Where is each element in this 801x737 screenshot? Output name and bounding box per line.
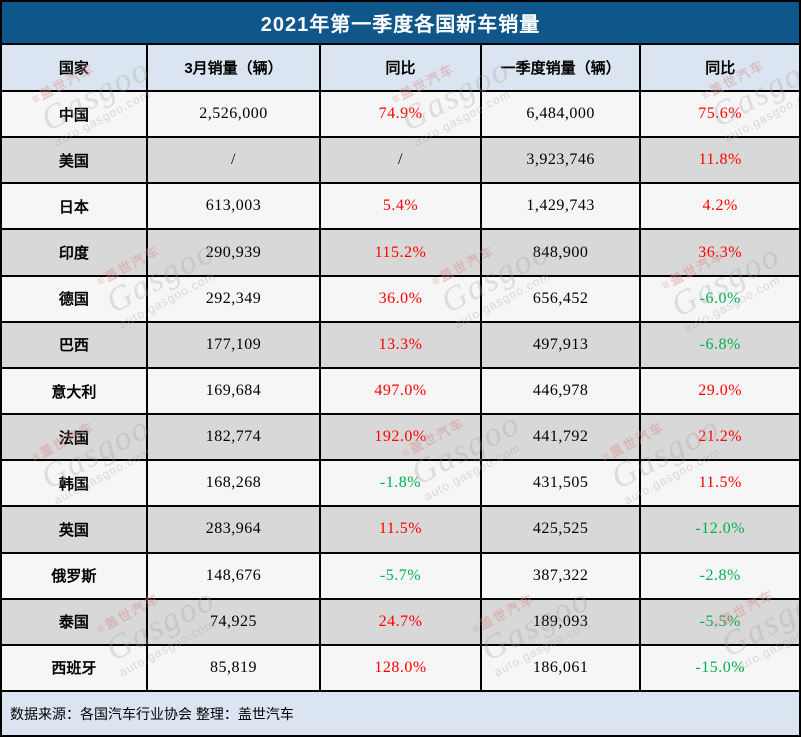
cell-march-yoy: 11.5% — [321, 507, 482, 552]
cell-march-yoy: 115.2% — [321, 230, 482, 275]
cell-march-sales: 168,268 — [148, 461, 322, 506]
cell-march-yoy: 497.0% — [321, 368, 482, 414]
cell-country: 美国 — [2, 138, 148, 183]
cell-q1-yoy: -6.0% — [699, 289, 741, 307]
cell-q1-sales: 186,061 — [482, 645, 642, 691]
cell-march-sales: 290,939 — [148, 230, 322, 275]
cell-q1-sales: 441,792 — [482, 415, 642, 460]
cell-country: 巴西 — [2, 322, 148, 367]
cell-q1-yoy: -2.8% — [699, 566, 741, 584]
cell-country: 俄罗斯 — [2, 553, 148, 598]
cell-country: 印度 — [2, 230, 148, 275]
cell-q1-yoy: 29.0% — [698, 382, 743, 400]
cell-q1-sales: 3,923,746 — [482, 138, 642, 183]
table-row: 韩国 168,268 -1.8% 431,505 11.5% — [2, 461, 799, 508]
cell-q1-yoy: 21.2% — [698, 428, 743, 446]
cell-q1-yoy: 75.6% — [698, 105, 743, 123]
cell-q1-yoy: 36.3% — [698, 243, 743, 261]
cell-q1-sales: 848,900 — [482, 230, 642, 275]
table-row: 巴西 177,109 13.3% 497,913 -6.8% — [2, 322, 799, 369]
source-note-text: 数据来源：各国汽车行业协会 整理：盖世汽车 — [10, 705, 294, 722]
cell-march-sales: 169,684 — [148, 368, 322, 414]
cell-q1-yoy: -12.0% — [695, 520, 746, 538]
table-row: 德国 292,349 36.0% 656,452 -6.0% — [2, 276, 799, 323]
cell-march-yoy: 13.3% — [321, 322, 482, 367]
table-row: 美国 / / 3,923,746 11.8% — [2, 138, 799, 185]
cell-country: 日本 — [2, 184, 148, 229]
cell-country: 西班牙 — [2, 645, 148, 691]
cell-q1-yoy: 11.8% — [698, 151, 742, 169]
cell-country: 中国 — [2, 92, 148, 137]
cell-march-yoy: -5.7% — [321, 553, 482, 598]
header-march-sales: 3月销量（辆） — [148, 45, 322, 90]
header-q1-sales: 一季度销量（辆） — [482, 45, 642, 90]
cell-q1-sales: 497,913 — [482, 322, 642, 367]
cell-march-yoy: -1.8% — [321, 461, 482, 506]
cell-march-yoy: 24.7% — [321, 599, 482, 644]
cell-country: 法国 — [2, 415, 148, 460]
table-title: 2021年第一季度各国新车销量 — [2, 2, 799, 45]
cell-q1-sales: 189,093 — [482, 599, 642, 644]
table-row: 泰国 74,925 24.7% 189,093 -5.5% — [2, 599, 799, 646]
cell-march-yoy: 128.0% — [321, 645, 482, 691]
cell-country: 英国 — [2, 507, 148, 552]
table-row: 中国 2,526,000 74.9% 6,484,000 75.6% — [2, 92, 799, 139]
table-row: 俄罗斯 148,676 -5.7% 387,322 -2.8% — [2, 553, 799, 600]
cell-march-yoy: / — [321, 138, 482, 183]
source-note: 数据来源：各国汽车行业协会 整理：盖世汽车 — [2, 692, 799, 735]
cell-march-sales: 85,819 — [148, 645, 322, 691]
cell-march-yoy: 74.9% — [321, 92, 482, 137]
cell-q1-sales: 425,525 — [482, 507, 642, 552]
cell-q1-yoy: -6.8% — [699, 335, 741, 353]
cell-q1-yoy: 11.5% — [698, 474, 742, 492]
cell-q1-sales: 387,322 — [482, 553, 642, 598]
table-row: 法国 182,774 192.0% 441,792 21.2% — [2, 415, 799, 462]
cell-march-sales: / — [148, 138, 322, 183]
cell-march-sales: 148,676 — [148, 553, 322, 598]
table-row: 日本 613,003 5.4% 1,429,743 4.2% — [2, 184, 799, 231]
cell-march-sales: 74,925 — [148, 599, 322, 644]
table-row: 西班牙 85,819 128.0% 186,061 -15.0% — [2, 645, 799, 693]
cell-q1-sales: 656,452 — [482, 276, 642, 321]
table-row: 印度 290,939 115.2% 848,900 36.3% — [2, 230, 799, 277]
cell-march-sales: 283,964 — [148, 507, 322, 552]
cell-country: 泰国 — [2, 599, 148, 644]
cell-march-yoy: 5.4% — [321, 184, 482, 229]
cell-march-sales: 613,003 — [148, 184, 322, 229]
cell-q1-yoy: 4.2% — [702, 197, 738, 215]
cell-q1-sales: 6,484,000 — [482, 92, 642, 137]
header-q1-yoy: 同比 — [705, 60, 736, 77]
cell-q1-yoy: -15.0% — [695, 658, 746, 676]
table-header-row: 国家 3月销量（辆） 同比 一季度销量（辆） 同比 — [2, 45, 799, 92]
cell-q1-yoy: -5.5% — [699, 612, 741, 630]
cell-march-yoy: 192.0% — [321, 415, 482, 460]
cell-country: 意大利 — [2, 368, 148, 414]
cell-q1-sales: 1,429,743 — [482, 184, 642, 229]
cell-country: 德国 — [2, 276, 148, 321]
header-march-yoy: 同比 — [321, 45, 482, 90]
cell-q1-sales: 431,505 — [482, 461, 642, 506]
table-row: 意大利 169,684 497.0% 446,978 29.0% — [2, 368, 799, 416]
cell-march-sales: 182,774 — [148, 415, 322, 460]
header-country: 国家 — [2, 45, 148, 90]
cell-march-sales: 2,526,000 — [148, 92, 322, 137]
cell-march-yoy: 36.0% — [321, 276, 482, 321]
table-row: 英国 283,964 11.5% 425,525 -12.0% — [2, 507, 799, 554]
cell-q1-sales: 446,978 — [482, 368, 642, 414]
cell-country: 韩国 — [2, 461, 148, 506]
table-body: 中国 2,526,000 74.9% 6,484,000 75.6% 美国 / … — [2, 92, 799, 693]
cell-march-sales: 292,349 — [148, 276, 322, 321]
table-title-text: 2021年第一季度各国新车销量 — [260, 14, 541, 36]
cell-march-sales: 177,109 — [148, 322, 322, 367]
